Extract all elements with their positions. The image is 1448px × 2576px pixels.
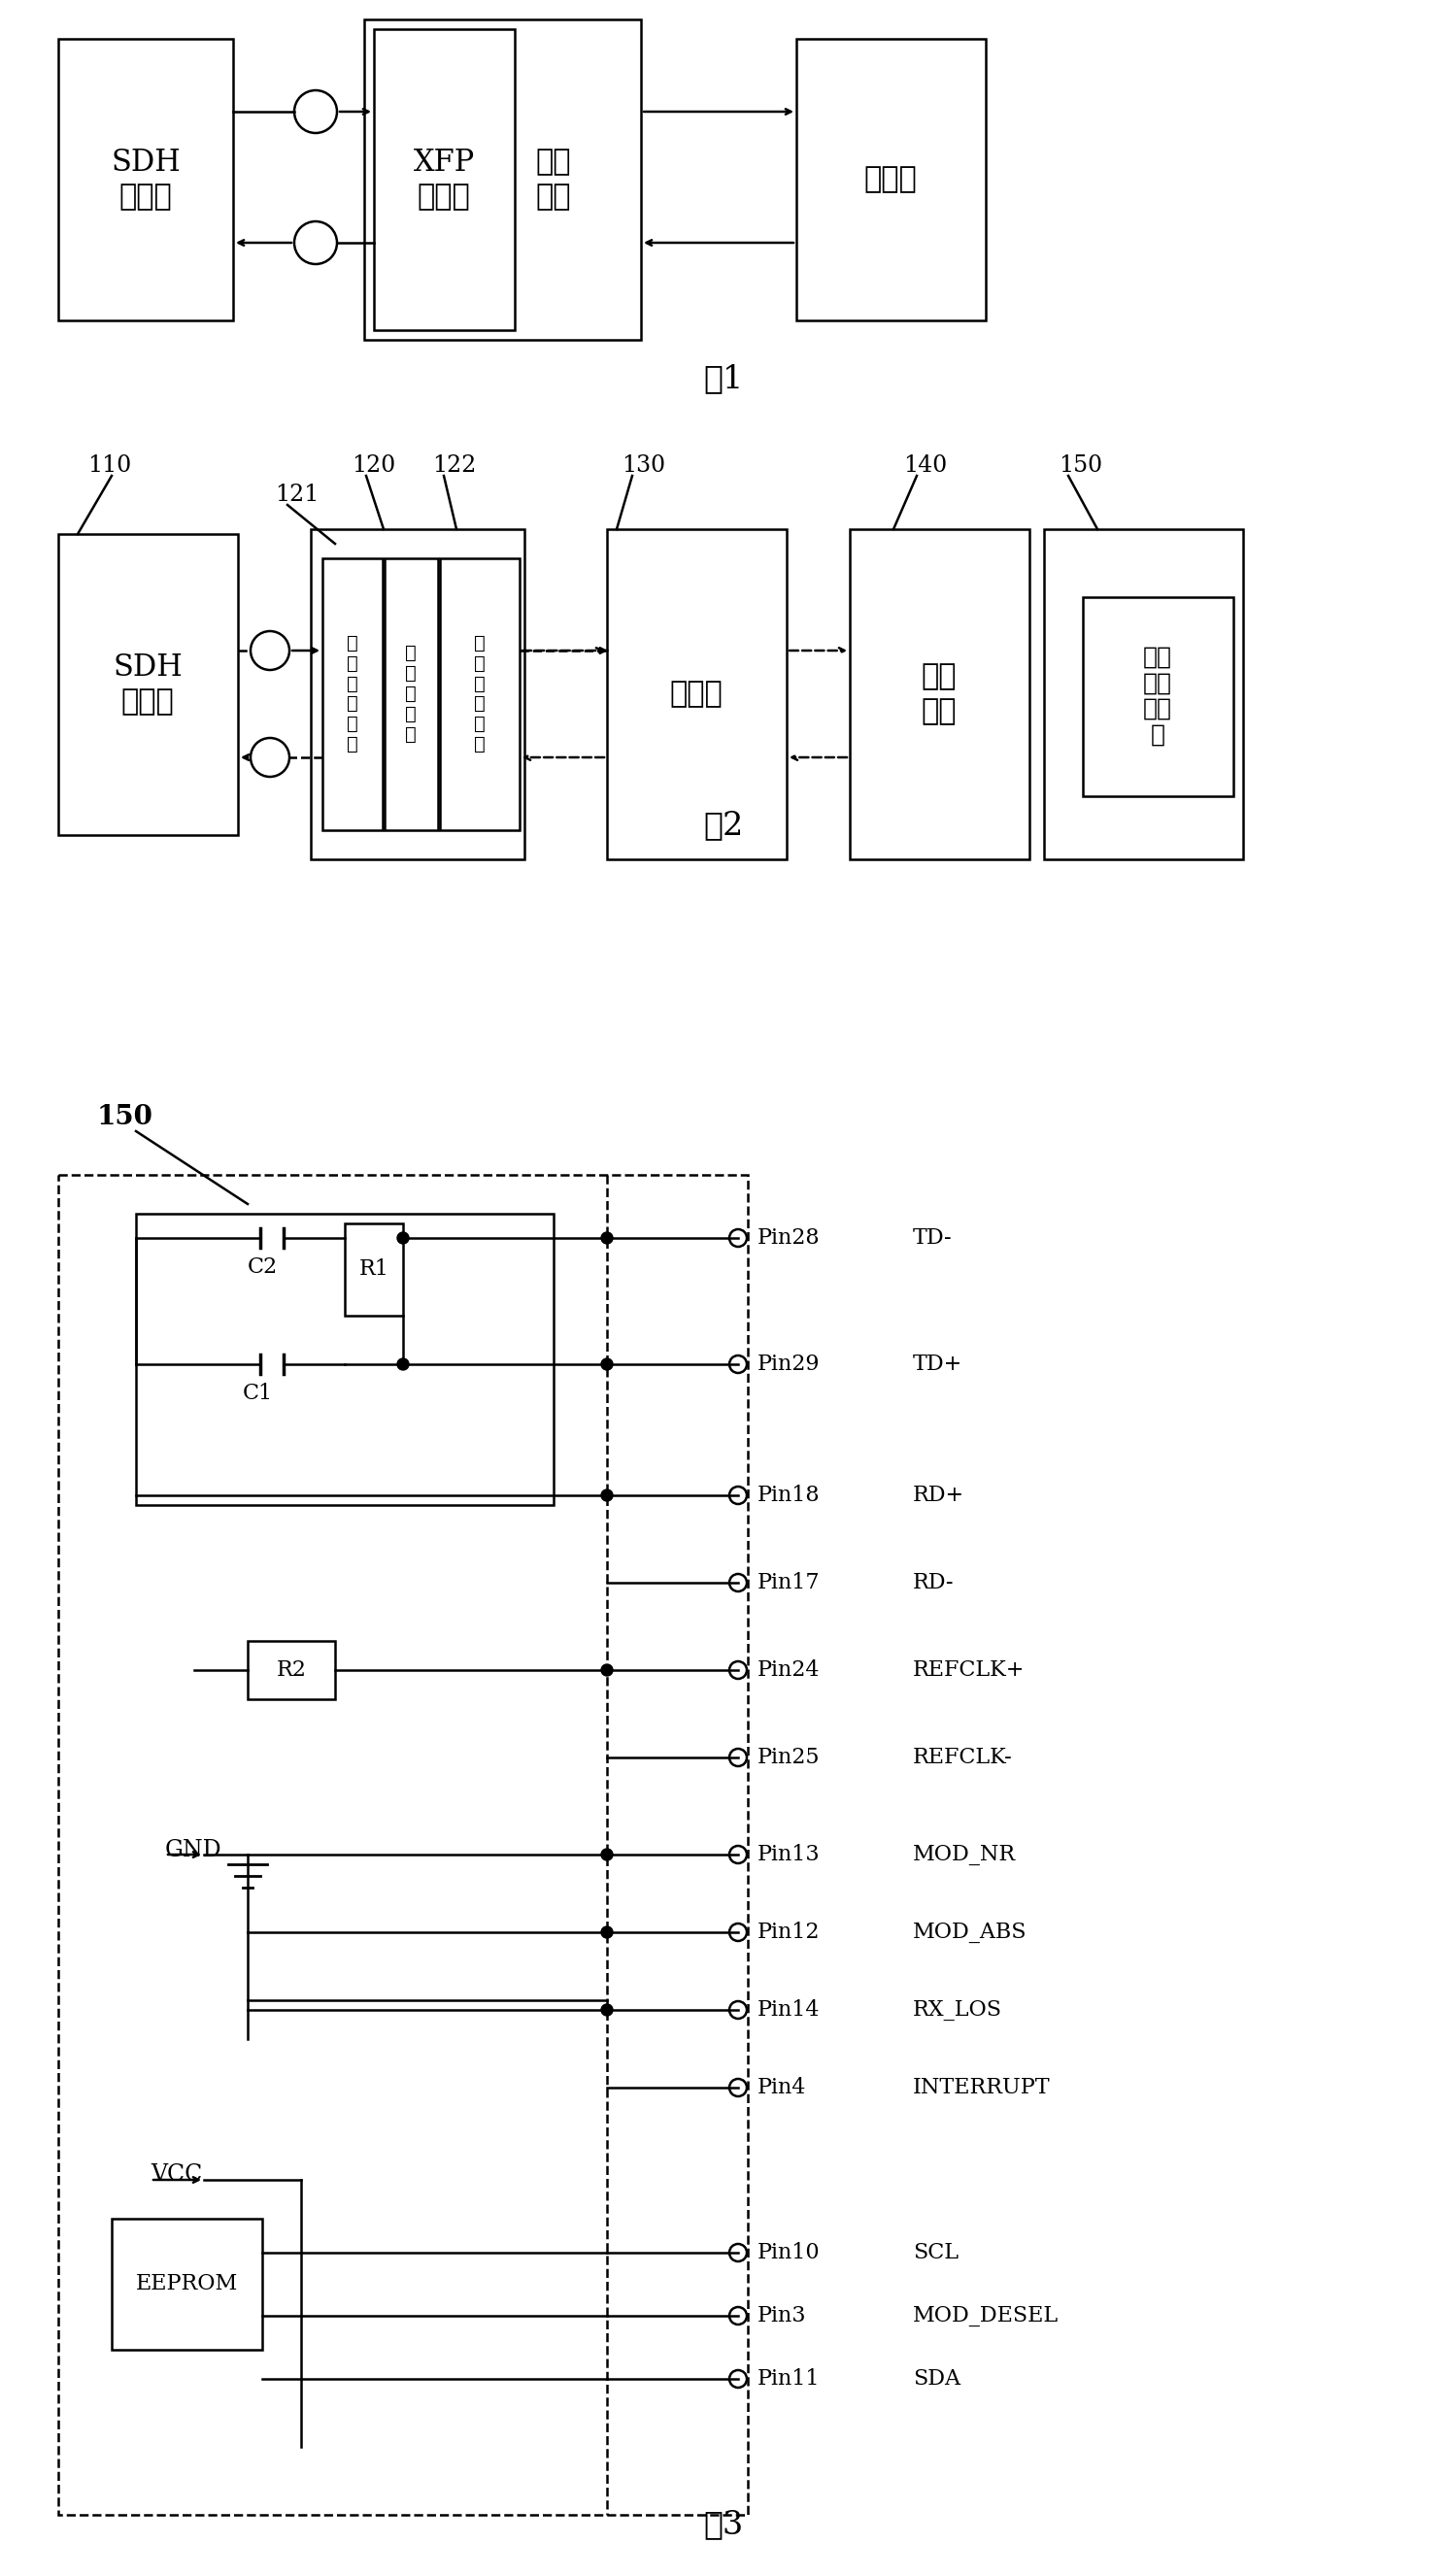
Text: Pin28: Pin28 xyxy=(757,1226,820,1249)
Text: GND: GND xyxy=(165,1839,222,1860)
Text: 交叉板: 交叉板 xyxy=(864,165,917,196)
Text: Pin24: Pin24 xyxy=(757,1659,820,1680)
Text: 业
务
接
入
板: 业 务 接 入 板 xyxy=(405,644,417,744)
Text: MOD_DESEL: MOD_DESEL xyxy=(912,2306,1058,2326)
Circle shape xyxy=(601,1358,613,1370)
Bar xyxy=(58,39,233,319)
Text: 被测
光板: 被测 光板 xyxy=(536,147,572,211)
Text: SCL: SCL xyxy=(912,2241,959,2264)
Text: 交叉板: 交叉板 xyxy=(670,680,723,708)
Text: Pin14: Pin14 xyxy=(757,1999,820,2020)
Text: EEPROM: EEPROM xyxy=(135,2272,237,2295)
Text: C1: C1 xyxy=(242,1383,272,1404)
Circle shape xyxy=(397,1358,408,1370)
Text: RD-: RD- xyxy=(912,1571,954,1595)
Text: 业
务
处
理
单
元: 业 务 处 理 单 元 xyxy=(473,636,485,752)
Text: MOD_ABS: MOD_ABS xyxy=(912,1922,1027,1942)
Bar xyxy=(440,559,520,829)
Text: Pin29: Pin29 xyxy=(757,1352,820,1376)
Text: C2: C2 xyxy=(248,1257,278,1278)
Text: VCC: VCC xyxy=(151,2164,203,2187)
Circle shape xyxy=(601,1664,613,1677)
Text: 图2: 图2 xyxy=(704,809,743,840)
Text: TD-: TD- xyxy=(912,1226,953,1249)
Text: 自环
光收
发模
块: 自环 光收 发模 块 xyxy=(1142,647,1173,747)
Circle shape xyxy=(601,2004,613,2017)
Bar xyxy=(323,559,382,829)
Bar xyxy=(311,528,524,860)
Text: Pin3: Pin3 xyxy=(757,2306,807,2326)
Bar xyxy=(58,1175,747,2514)
Bar xyxy=(345,1224,403,1316)
Bar xyxy=(136,1213,553,1504)
Bar xyxy=(111,2218,262,2349)
Text: 光
电
转
换
单
元: 光 电 转 换 单 元 xyxy=(348,636,358,752)
Text: Pin18: Pin18 xyxy=(757,1484,820,1507)
Text: Pin17: Pin17 xyxy=(757,1571,820,1595)
Text: REFCLK+: REFCLK+ xyxy=(912,1659,1025,1680)
Text: INTERRUPT: INTERRUPT xyxy=(912,2076,1050,2099)
Bar xyxy=(607,528,786,860)
Text: 150: 150 xyxy=(1058,456,1102,477)
Text: SDA: SDA xyxy=(912,2367,960,2391)
Circle shape xyxy=(397,1231,408,1244)
Bar xyxy=(374,28,514,330)
Text: SDH
测试仪: SDH 测试仪 xyxy=(111,147,181,211)
Circle shape xyxy=(601,1850,613,1860)
Text: XFP
光模块: XFP 光模块 xyxy=(413,147,475,211)
Text: 140: 140 xyxy=(904,456,947,477)
Text: REFCLK-: REFCLK- xyxy=(912,1747,1012,1767)
Text: SDH
测试仪: SDH 测试仪 xyxy=(113,652,182,716)
Text: Pin13: Pin13 xyxy=(757,1844,820,1865)
Text: 图3: 图3 xyxy=(704,2509,743,2540)
Text: RX_LOS: RX_LOS xyxy=(912,1999,1002,2020)
Circle shape xyxy=(601,1231,613,1244)
Text: RD+: RD+ xyxy=(912,1484,964,1507)
Text: Pin12: Pin12 xyxy=(757,1922,820,1942)
Bar xyxy=(248,1641,334,1700)
Text: 150: 150 xyxy=(97,1103,153,1131)
Circle shape xyxy=(601,1927,613,1937)
Bar xyxy=(1044,528,1242,860)
Text: Pin25: Pin25 xyxy=(757,1747,820,1767)
Text: 图1: 图1 xyxy=(704,363,743,394)
Bar xyxy=(850,528,1030,860)
Bar xyxy=(58,533,237,835)
Bar xyxy=(385,559,437,829)
Bar xyxy=(365,21,641,340)
Text: 110: 110 xyxy=(87,456,132,477)
Text: 120: 120 xyxy=(352,456,395,477)
Text: Pin4: Pin4 xyxy=(757,2076,807,2099)
Text: 被测
光板: 被测 光板 xyxy=(921,662,957,726)
Text: R2: R2 xyxy=(277,1659,307,1680)
Text: TD+: TD+ xyxy=(912,1352,963,1376)
Text: 130: 130 xyxy=(621,456,666,477)
Text: Pin10: Pin10 xyxy=(757,2241,820,2264)
Text: R1: R1 xyxy=(359,1260,390,1280)
Bar xyxy=(1083,598,1234,796)
Circle shape xyxy=(601,1489,613,1502)
Text: MOD_NR: MOD_NR xyxy=(912,1844,1016,1865)
Bar xyxy=(796,39,986,319)
Text: 121: 121 xyxy=(275,484,319,507)
Text: Pin11: Pin11 xyxy=(757,2367,820,2391)
Text: 122: 122 xyxy=(432,456,476,477)
